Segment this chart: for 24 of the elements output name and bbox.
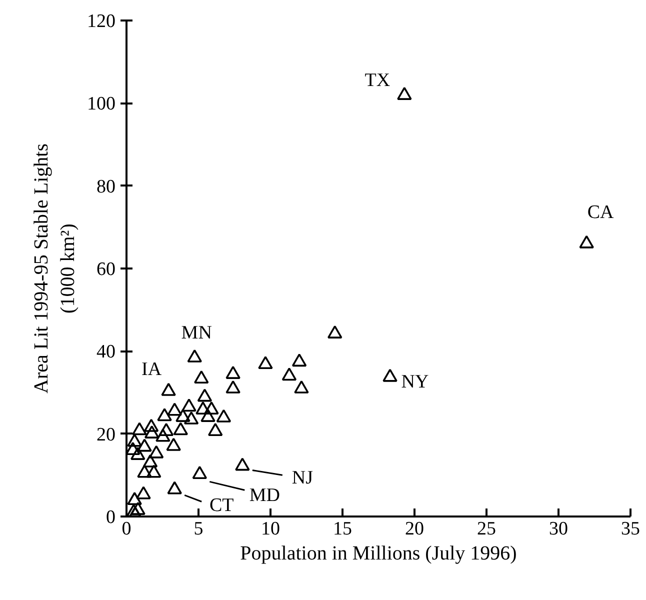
y-tick-label: 40 (96, 342, 116, 363)
y-tick-label: 80 (96, 176, 116, 198)
x-tick-label: 30 (549, 518, 568, 540)
x-tick-label: 25 (477, 518, 496, 540)
x-tick-label: 35 (621, 518, 640, 540)
y-axis-title: Area Lit 1994-95 Stable Lights (1000 km²) (30, 143, 79, 394)
annotation: IA (142, 358, 162, 380)
annotation: CT (209, 495, 234, 516)
y-tick-label: 100 (87, 94, 116, 115)
annotation: CA (587, 202, 614, 224)
annotation: MN (181, 322, 212, 344)
annotation: MD (249, 484, 280, 506)
y-tick-label: 60 (96, 259, 116, 280)
y-tick-label: 20 (96, 424, 116, 446)
annotation: NJ (292, 468, 313, 489)
x-tick-label: 15 (333, 518, 352, 540)
x-axis-title: Population in Millions (July 1996) (240, 542, 517, 564)
annotation: TX (364, 70, 390, 91)
y-tick-label: 120 (87, 11, 116, 32)
x-tick-label: 20 (405, 518, 424, 540)
annotation: NY (401, 372, 430, 393)
x-tick-label: 0 (122, 518, 132, 540)
x-tick-label: 5 (194, 518, 204, 540)
x-tick-label: 10 (261, 518, 280, 540)
